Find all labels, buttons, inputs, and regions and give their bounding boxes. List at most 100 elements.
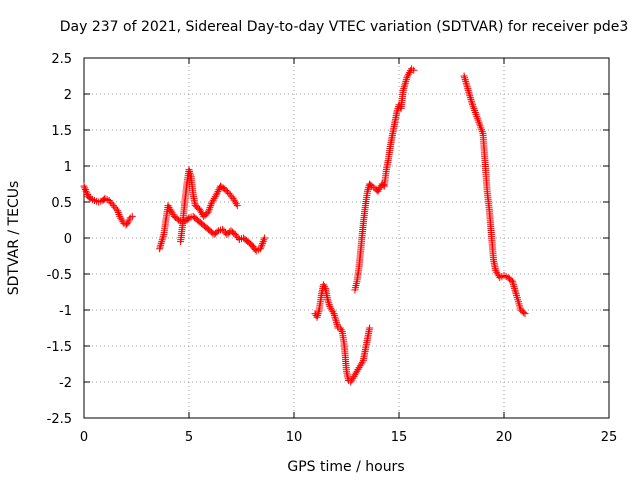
data-point-interp	[354, 365, 362, 373]
data-point-interp	[493, 268, 501, 276]
data-point-interp	[509, 281, 517, 289]
data-point	[166, 205, 174, 213]
data-point-interp	[329, 308, 337, 316]
data-point-interp	[325, 299, 333, 307]
data-point	[233, 202, 241, 210]
y-tick-label: -1	[59, 304, 72, 319]
data-point-interp	[461, 76, 469, 84]
data-point-interp	[81, 184, 89, 192]
data-point-interp	[512, 288, 520, 296]
x-tick-label: 15	[391, 430, 408, 445]
series-arc-3	[311, 281, 374, 386]
data-point	[336, 324, 344, 332]
data-point	[521, 310, 529, 318]
data-point-interp	[205, 205, 213, 213]
data-point-interp	[331, 313, 339, 321]
data-point-interp	[364, 185, 372, 193]
data-point-interp	[112, 205, 120, 213]
data-point-interp	[402, 76, 410, 84]
data-point	[347, 378, 355, 386]
data-point-interp	[259, 238, 267, 246]
series-arc-2b	[177, 166, 241, 246]
data-point	[168, 209, 176, 217]
data-point	[399, 86, 407, 94]
data-point	[326, 302, 334, 310]
data-point-interp	[400, 83, 408, 91]
data-point	[319, 281, 327, 289]
y-tick-label: 0.5	[51, 196, 72, 211]
data-point-interp	[320, 283, 328, 291]
data-point	[403, 72, 411, 80]
y-tick-label: 2.5	[51, 52, 72, 67]
data-point-interp	[468, 99, 476, 107]
data-point	[158, 238, 166, 246]
data-point	[313, 313, 321, 321]
data-point-interp	[401, 81, 409, 89]
data-point	[466, 94, 474, 102]
data-point-interp	[123, 220, 131, 228]
data-point-interp	[466, 92, 474, 100]
data-point-interp	[260, 236, 268, 244]
y-tick-label: -2.5	[47, 412, 72, 427]
data-point-interp	[210, 194, 218, 202]
data-point-interp	[314, 311, 322, 319]
data-point-interp	[511, 286, 519, 294]
data-point-interp	[337, 326, 345, 334]
data-point-interp	[333, 319, 341, 327]
data-point-interp	[400, 85, 408, 93]
data-point-interp	[464, 85, 472, 93]
data-point	[401, 79, 409, 87]
data-point	[353, 367, 361, 375]
data-point-interp	[232, 200, 240, 208]
data-point-interp	[462, 77, 470, 85]
data-point	[349, 374, 357, 382]
data-point-interp	[465, 90, 473, 98]
data-series	[80, 65, 529, 386]
data-point	[208, 198, 216, 206]
data-point-interp	[465, 88, 473, 96]
data-point-interp	[510, 283, 518, 291]
data-point	[118, 216, 126, 224]
series-arc-4	[351, 65, 418, 294]
data-point-interp	[157, 241, 165, 249]
data-point-interp	[258, 241, 266, 249]
x-tick-label: 5	[185, 430, 193, 445]
data-point	[462, 79, 470, 87]
data-point-interp	[467, 95, 475, 103]
data-point-interp	[358, 358, 366, 366]
data-point-interp	[257, 243, 265, 251]
data-point	[330, 310, 338, 318]
data-point-interp	[314, 310, 322, 318]
data-point-interp	[209, 196, 217, 204]
data-point-interp	[156, 243, 164, 251]
data-point-interp	[186, 169, 194, 177]
data-point	[508, 277, 516, 285]
y-tick-label: 2	[64, 88, 72, 103]
data-point-interp	[315, 308, 323, 316]
data-point	[410, 66, 418, 74]
y-tick-label: 1.5	[51, 124, 72, 139]
data-point	[464, 86, 472, 94]
data-point-interp	[211, 193, 219, 201]
data-point-interp	[157, 239, 165, 247]
data-point-interp	[159, 234, 167, 242]
data-point-interp	[324, 297, 332, 305]
data-point	[204, 209, 212, 217]
data-point-interp	[463, 83, 471, 91]
x-tick-label: 10	[286, 430, 303, 445]
axis-ticks: 0 5 10 15 20 25 2.5 2 1.5 1 0.5 0 -0.5 -1 -1.5 -2 -2.5	[47, 52, 618, 445]
data-point-interp	[184, 215, 192, 223]
data-point	[364, 187, 371, 195]
data-point	[351, 371, 359, 379]
data-point-interp	[214, 187, 222, 195]
data-point-interp	[83, 189, 91, 197]
data-point-interp	[509, 279, 517, 287]
data-point	[374, 187, 382, 195]
data-point-interp	[356, 362, 364, 370]
data-point	[185, 166, 193, 174]
data-point-interp	[461, 74, 469, 82]
data-point	[328, 306, 336, 314]
data-point-interp	[231, 198, 239, 206]
data-point-interp	[213, 189, 221, 197]
x-axis-label: GPS time / hours	[287, 459, 404, 475]
